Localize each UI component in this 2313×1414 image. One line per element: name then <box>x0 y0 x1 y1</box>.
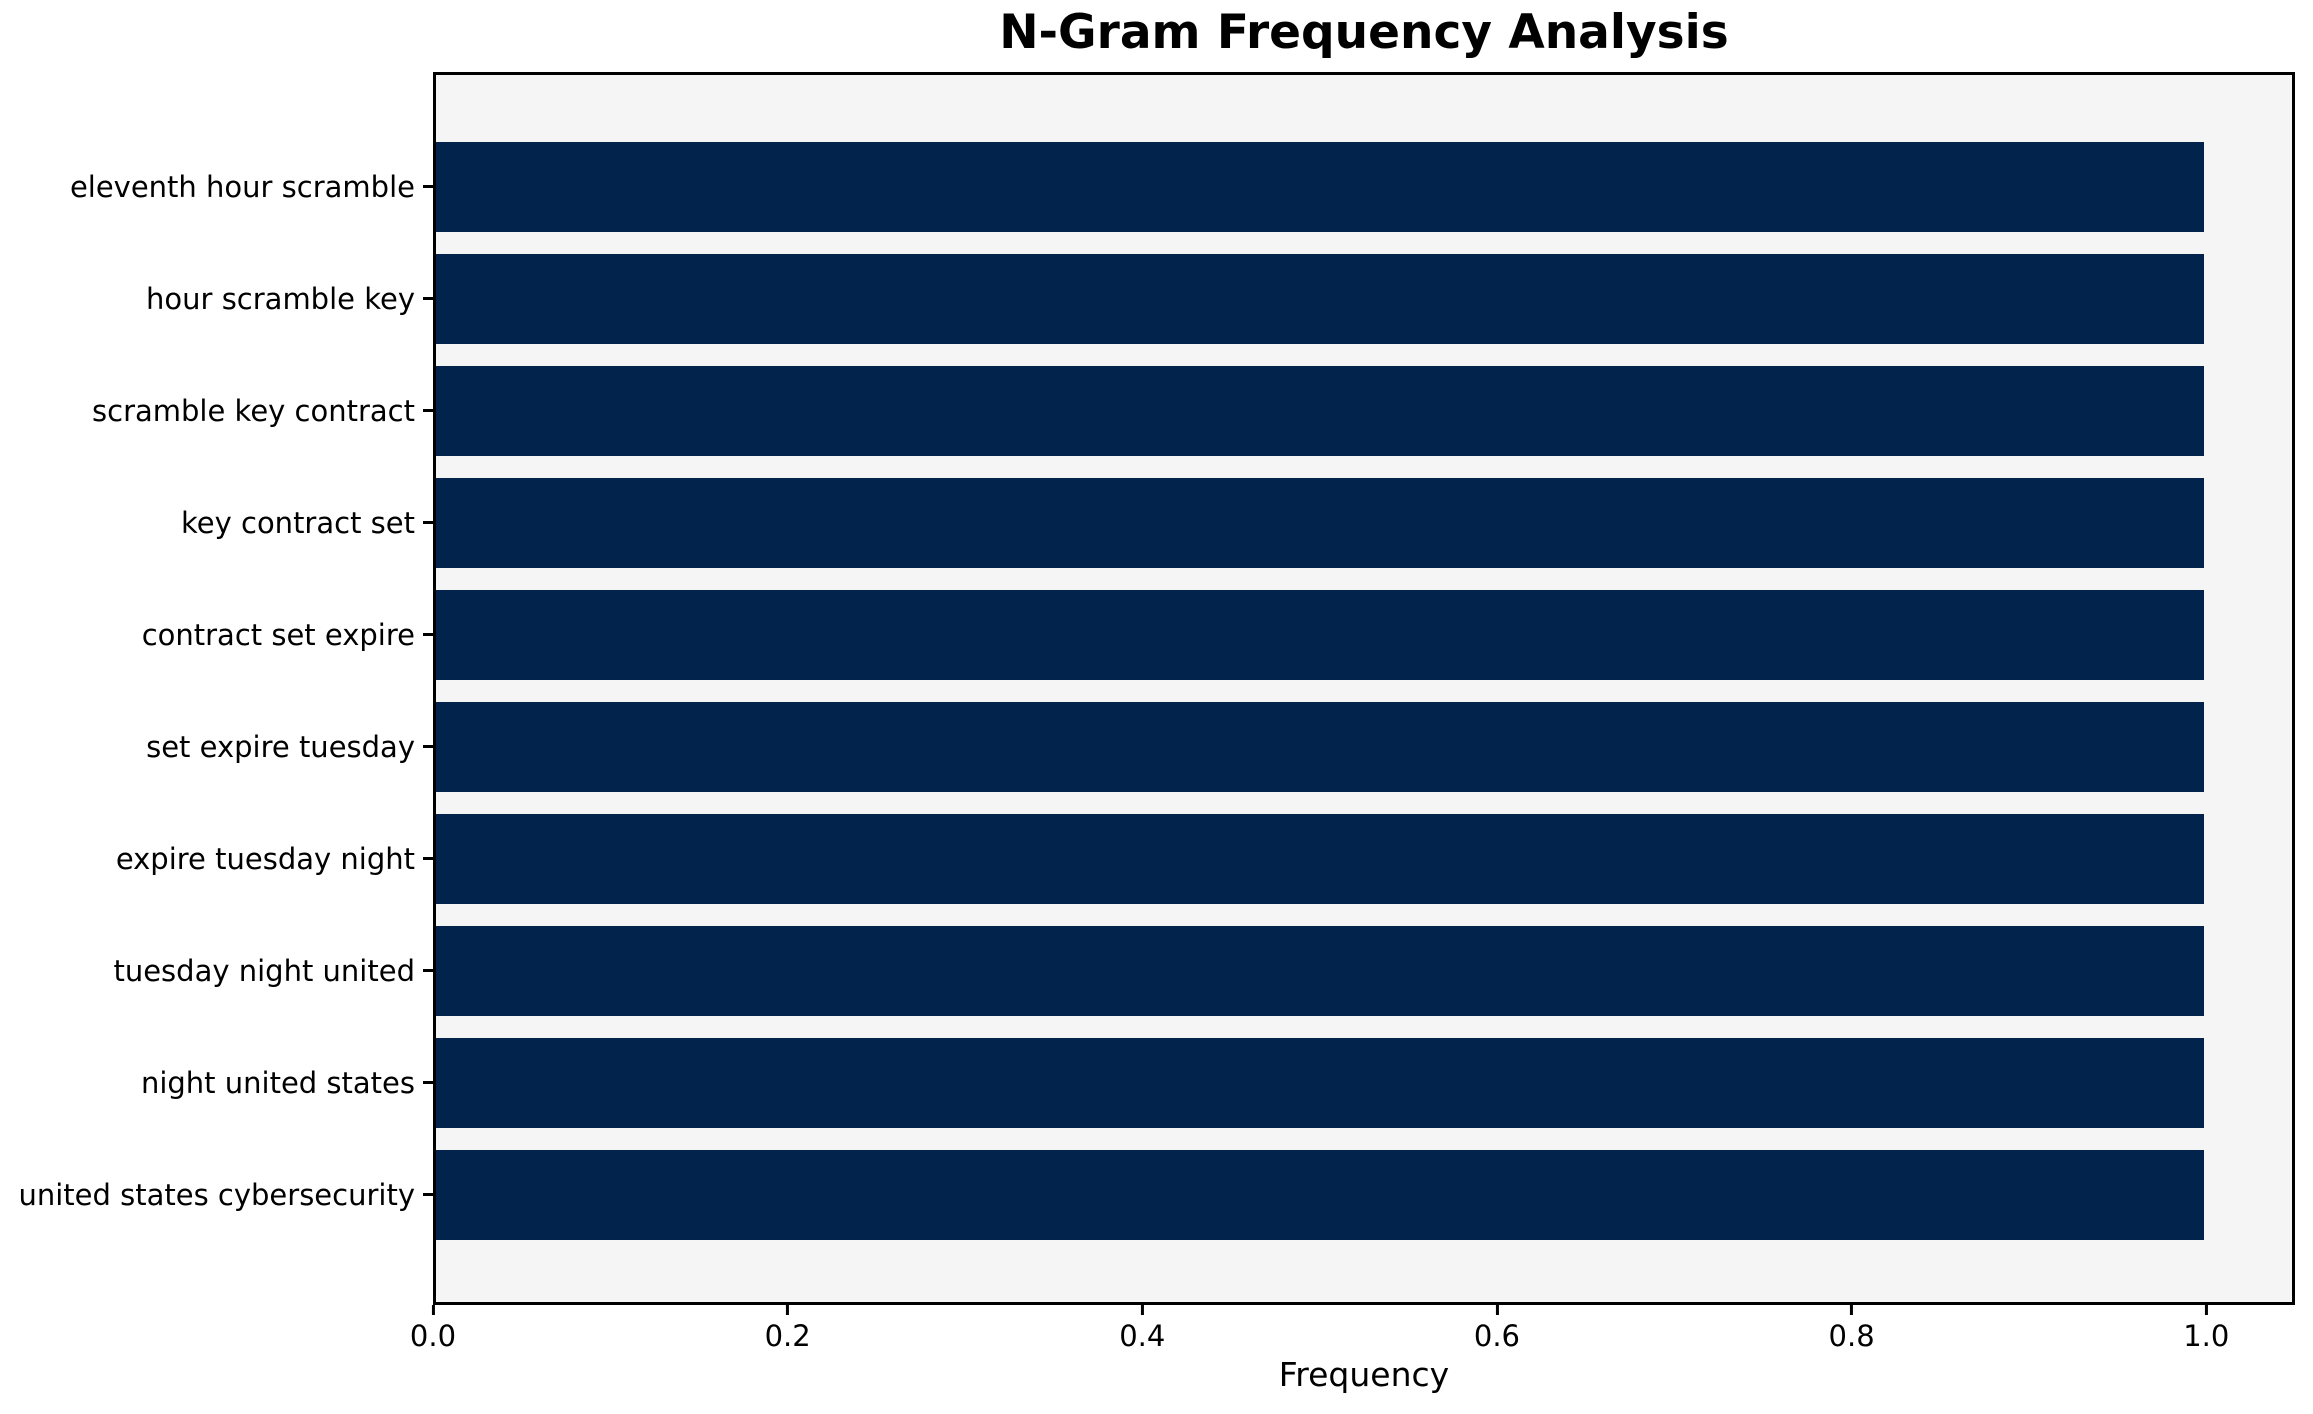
bar <box>435 1149 2204 1241</box>
bar-row <box>435 243 2292 355</box>
y-tick-row: hour scramble key <box>0 243 433 355</box>
bar <box>435 477 2204 569</box>
y-tick-mark <box>422 1193 433 1197</box>
y-tick-mark <box>422 1081 433 1085</box>
chart-title: N-Gram Frequency Analysis <box>999 5 1729 60</box>
bar-row <box>435 131 2292 243</box>
x-tick: 0.8 <box>1828 1304 1875 1353</box>
y-tick-mark <box>422 633 433 637</box>
y-tick-row: set expire tuesday <box>0 691 433 803</box>
x-axis: 0.0 0.2 0.4 0.6 0.8 1.0 Frequency <box>410 1304 2295 1413</box>
x-tick-mark <box>1850 1304 1854 1315</box>
x-tick-label: 0.2 <box>764 1318 811 1353</box>
y-tick-row: united states cybersecurity <box>0 1139 433 1251</box>
y-tick-row: contract set expire <box>0 579 433 691</box>
bar <box>435 1037 2204 1129</box>
y-tick-label: key contract set <box>181 505 415 540</box>
y-axis-labels: eleventh hour scramble hour scramble key s… <box>0 72 433 1305</box>
x-tick: 1.0 <box>2183 1304 2230 1353</box>
bar <box>435 253 2204 345</box>
y-tick-label: united states cybersecurity <box>18 1177 415 1212</box>
y-tick-label: hour scramble key <box>146 281 415 316</box>
y-tick-row: eleventh hour scramble <box>0 131 433 243</box>
bar <box>435 589 2204 681</box>
y-tick-mark <box>422 969 433 973</box>
x-axis-label: Frequency <box>1278 1354 1450 1394</box>
x-tick-mark <box>2204 1304 2208 1315</box>
x-tick-label: 0.6 <box>1473 1318 1521 1353</box>
bar-row <box>435 803 2292 915</box>
x-tick-label: 0.8 <box>1828 1318 1875 1353</box>
y-tick-mark <box>422 745 433 749</box>
bar-row <box>435 355 2292 467</box>
x-tick-mark <box>1495 1304 1499 1315</box>
x-tick-label: 0.0 <box>409 1318 457 1353</box>
y-tick-mark <box>422 521 433 525</box>
y-tick-label: contract set expire <box>141 617 415 652</box>
y-tick-row: expire tuesday night <box>0 803 433 915</box>
y-tick-row: tuesday night united <box>0 915 433 1027</box>
bar <box>435 701 2204 793</box>
bar <box>435 365 2204 457</box>
bar <box>435 141 2204 233</box>
bar <box>435 813 2204 905</box>
x-tick: 0.6 <box>1473 1304 1521 1353</box>
bar <box>435 925 2204 1017</box>
y-tick-mark <box>422 297 433 301</box>
bar-row <box>435 579 2292 691</box>
x-tick-label: 1.0 <box>2183 1318 2230 1353</box>
x-tick-label: 0.4 <box>1119 1318 1166 1353</box>
y-tick-label: tuesday night united <box>113 953 415 988</box>
x-tick: 0.0 <box>409 1304 457 1353</box>
y-tick-row: night united states <box>0 1027 433 1139</box>
y-tick-mark <box>422 409 433 413</box>
y-tick-row: key contract set <box>0 467 433 579</box>
y-tick-label: eleventh hour scramble <box>69 169 415 204</box>
bar-row <box>435 1027 2292 1139</box>
y-tick-label: scramble key contract <box>92 393 415 428</box>
bars-container <box>435 75 2292 1302</box>
bar-row <box>435 467 2292 579</box>
x-tick: 0.2 <box>764 1304 811 1353</box>
y-tick-label: set expire tuesday <box>146 729 415 764</box>
x-tick-mark <box>786 1304 790 1315</box>
x-tick-mark <box>431 1304 435 1315</box>
y-tick-mark <box>422 857 433 861</box>
y-tick-mark <box>422 185 433 189</box>
x-tick: 0.4 <box>1119 1304 1166 1353</box>
bar-row <box>435 691 2292 803</box>
y-tick-label: night united states <box>140 1065 415 1100</box>
bar-row <box>435 915 2292 1027</box>
y-tick-label: expire tuesday night <box>115 841 415 876</box>
x-tick-mark <box>1140 1304 1144 1315</box>
plot-area <box>432 71 2295 1305</box>
y-tick-row: scramble key contract <box>0 355 433 467</box>
bar-row <box>435 1139 2292 1251</box>
